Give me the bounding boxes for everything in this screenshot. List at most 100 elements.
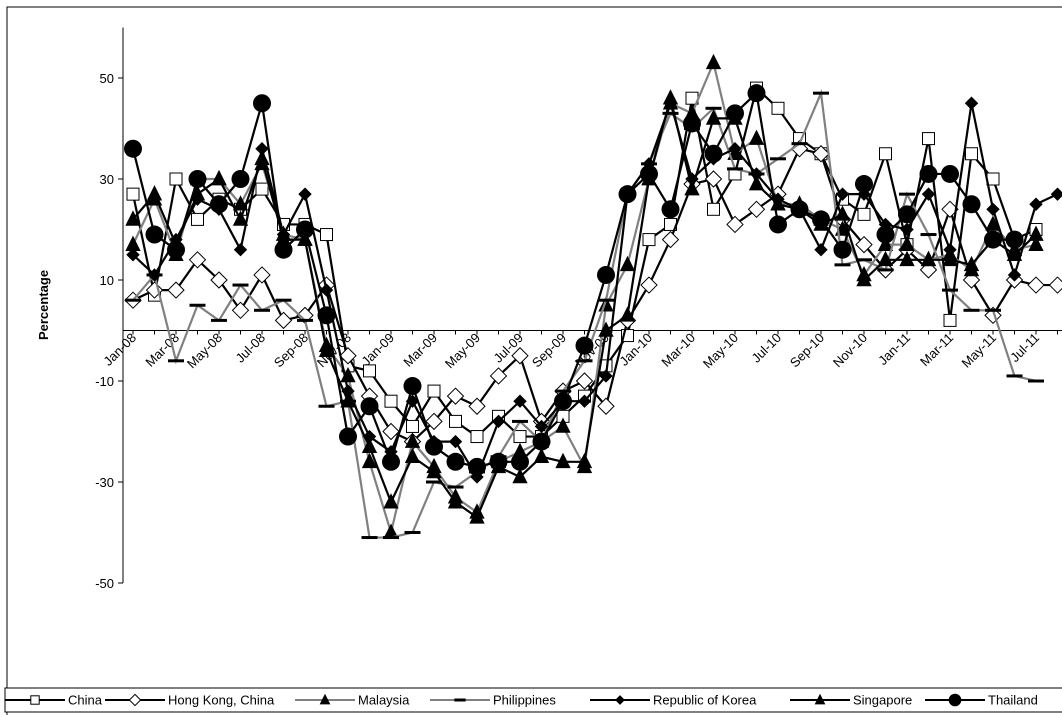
marker-triangle	[705, 109, 722, 125]
marker-circle	[747, 84, 766, 103]
marker-triangle	[877, 250, 894, 267]
marker-dash	[985, 308, 1001, 312]
marker-square	[406, 419, 419, 433]
marker-diamond	[491, 414, 506, 429]
marker-circle	[339, 427, 357, 446]
y-axis-label: Percentage	[36, 270, 51, 340]
marker-triangle	[426, 462, 442, 479]
marker-triangle	[684, 180, 700, 196]
marker-diamond	[1048, 276, 1062, 294]
marker-diamond	[726, 215, 744, 234]
marker-diamond	[126, 248, 140, 262]
marker-diamond	[489, 367, 508, 385]
marker-diamond	[167, 281, 185, 299]
marker-circle	[446, 452, 465, 471]
marker-triangle	[383, 523, 399, 539]
y-tick-label: 50	[100, 71, 114, 86]
marker-square	[513, 430, 527, 444]
marker-circle	[554, 392, 572, 411]
marker-circle	[167, 240, 185, 259]
legend-label: Thailand	[988, 693, 1038, 708]
marker-dash	[361, 536, 378, 540]
marker-triangle	[319, 693, 331, 705]
marker-triangle	[1006, 245, 1023, 262]
marker-circle	[511, 452, 529, 471]
marker-diamond	[468, 397, 486, 415]
marker-diamond	[597, 397, 615, 415]
marker-triangle	[211, 170, 227, 186]
marker-dash	[705, 106, 722, 110]
marker-circle	[683, 114, 701, 133]
legend-box	[4, 687, 1062, 713]
marker-triangle	[899, 235, 915, 251]
marker-circle	[425, 437, 443, 456]
marker-triangle	[619, 255, 636, 272]
marker-diamond	[298, 187, 312, 201]
marker-diamond	[747, 200, 766, 219]
legend-item: Philippines	[430, 693, 556, 708]
marker-circle	[382, 452, 400, 471]
marker-square	[879, 147, 892, 161]
marker-circle	[1005, 230, 1024, 249]
marker-triangle	[705, 53, 722, 70]
y-tick-label: -50	[95, 576, 114, 591]
marker-circle	[812, 210, 830, 229]
marker-triangle	[125, 210, 141, 226]
marker-circle	[704, 144, 723, 163]
marker-diamond	[728, 141, 742, 156]
marker-diamond	[446, 387, 465, 405]
marker-triangle	[834, 205, 851, 221]
marker-circle	[898, 205, 916, 224]
marker-dash	[942, 288, 958, 292]
marker-circle	[296, 220, 314, 239]
marker-diamond	[704, 170, 723, 188]
marker-diamond	[964, 96, 979, 110]
legend-label: Singapore	[853, 693, 912, 708]
marker-square	[965, 147, 978, 161]
marker-circle	[145, 225, 164, 244]
marker-circle	[231, 170, 250, 188]
marker-diamond	[425, 412, 443, 431]
marker-triangle	[555, 417, 571, 433]
marker-square	[707, 202, 720, 216]
marker-diamond	[233, 242, 248, 257]
marker-circle	[124, 139, 142, 158]
series-line	[131, 90, 1015, 468]
marker-dash	[254, 308, 270, 312]
marker-circle	[640, 164, 658, 183]
marker-dash	[834, 263, 851, 267]
marker-triangle	[748, 129, 765, 145]
marker-dash	[447, 485, 464, 489]
marker-dash	[598, 298, 614, 302]
marker-diamond	[253, 266, 271, 284]
marker-circle	[726, 104, 744, 123]
marker-diamond	[534, 419, 549, 434]
marker-diamond	[448, 434, 463, 449]
marker-circle	[468, 457, 486, 476]
marker-square	[943, 313, 957, 327]
series	[124, 84, 1024, 476]
marker-dash	[168, 359, 184, 363]
marker-circle	[274, 240, 293, 259]
marker-dash	[856, 258, 872, 262]
marker-triangle	[125, 235, 141, 251]
marker-diamond	[661, 230, 680, 249]
legend-label: Malaysia	[358, 693, 410, 708]
marker-square	[642, 233, 656, 247]
marker-circle	[618, 185, 637, 204]
marker-diamond	[599, 369, 613, 383]
marker-triangle	[576, 452, 593, 469]
marker-dash	[1006, 374, 1023, 378]
marker-square	[255, 182, 269, 196]
marker-triangle	[469, 508, 485, 524]
marker-triangle	[598, 321, 614, 337]
marker-circle	[661, 200, 680, 219]
marker-diamond	[1007, 268, 1022, 282]
marker-triangle	[985, 215, 1001, 231]
marker-dash	[211, 318, 227, 322]
marker-triangle	[447, 493, 464, 509]
marker-dash	[662, 111, 679, 115]
marker-dash	[791, 142, 808, 146]
marker-dash	[877, 268, 894, 272]
marker-triangle	[555, 452, 571, 469]
